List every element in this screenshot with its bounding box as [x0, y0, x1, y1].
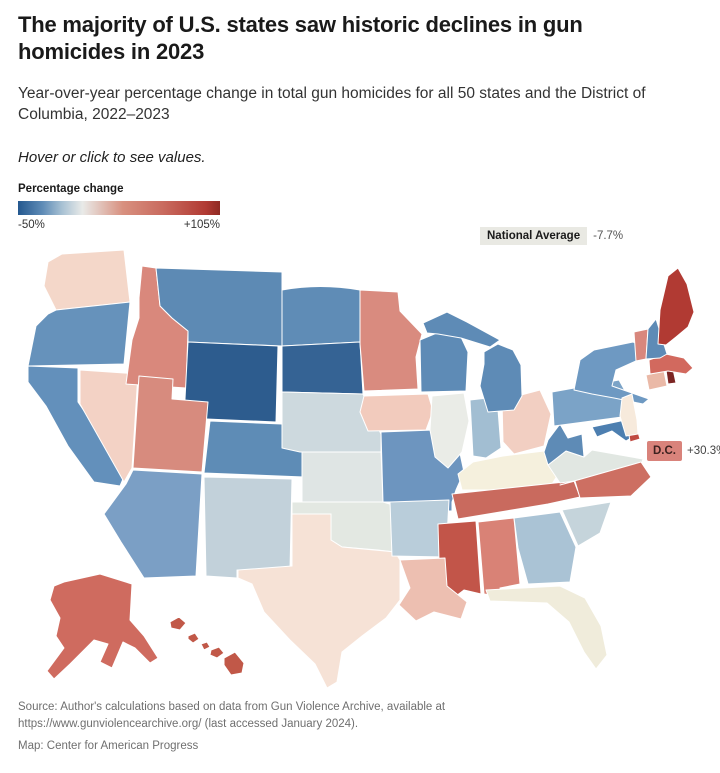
map-credit: Map: Center for American Progress — [18, 740, 199, 752]
legend-gradient-bar — [18, 201, 220, 215]
state-north-carolina[interactable] — [559, 461, 652, 499]
state-montana[interactable] — [155, 267, 283, 347]
state-arizona[interactable] — [103, 469, 203, 579]
legend-max-label: +105% — [183, 219, 220, 231]
interaction-note: Hover or click to see values. — [18, 149, 206, 166]
state-washington[interactable] — [43, 249, 131, 311]
state-illinois[interactable] — [429, 392, 470, 469]
state-iowa[interactable] — [359, 393, 434, 432]
state-louisiana[interactable] — [398, 557, 468, 622]
states-layer — [27, 249, 695, 689]
national-average-value: -7.7% — [593, 230, 624, 242]
state-new-mexico[interactable] — [203, 476, 293, 579]
state-new-hampshire[interactable] — [645, 318, 668, 360]
state-oregon[interactable] — [27, 301, 131, 367]
legend-title: Percentage change — [18, 183, 124, 195]
state-south-dakota[interactable] — [281, 341, 364, 395]
state-hawaii[interactable] — [169, 616, 245, 676]
state-tennessee[interactable] — [451, 480, 581, 520]
state-kansas[interactable] — [301, 451, 384, 503]
state-south-carolina[interactable] — [561, 501, 612, 547]
national-average-badge: National Average — [480, 227, 588, 245]
dc-badge[interactable]: D.C. — [647, 441, 682, 461]
source-text: Source: Author's calculations based on d… — [18, 701, 446, 730]
state-california[interactable] — [27, 365, 127, 487]
subtitle: Year-over-year percentage change in tota… — [18, 85, 646, 123]
state-michigan[interactable] — [479, 343, 523, 413]
state-north-dakota[interactable] — [281, 286, 361, 347]
state-georgia[interactable] — [513, 511, 577, 585]
legend-min-label: -50% — [18, 219, 45, 231]
state-alabama[interactable] — [477, 517, 521, 598]
state-west-virginia[interactable] — [543, 423, 585, 466]
state-wisconsin[interactable] — [419, 329, 469, 393]
national-average: National Average -7.7% — [480, 227, 623, 245]
state-minnesota[interactable] — [359, 289, 423, 392]
state-new-york[interactable] — [573, 341, 650, 405]
state-utah[interactable] — [132, 375, 209, 473]
state-maine[interactable] — [657, 267, 695, 346]
dc-value: +30.3% — [687, 445, 720, 457]
state-michigan-upper-peninsula[interactable] — [422, 311, 501, 348]
page-title: The majority of U.S. states saw historic… — [18, 12, 583, 64]
state-texas[interactable] — [237, 513, 401, 689]
state-alaska[interactable] — [46, 573, 159, 680]
state-massachusetts[interactable] — [648, 353, 694, 375]
state-new-jersey[interactable] — [619, 393, 639, 437]
state-connecticut[interactable] — [645, 370, 668, 391]
legend-labels: -50% +105% — [18, 219, 220, 231]
state-florida[interactable] — [485, 585, 608, 670]
dc-callout[interactable]: D.C. +30.3% — [647, 441, 720, 461]
